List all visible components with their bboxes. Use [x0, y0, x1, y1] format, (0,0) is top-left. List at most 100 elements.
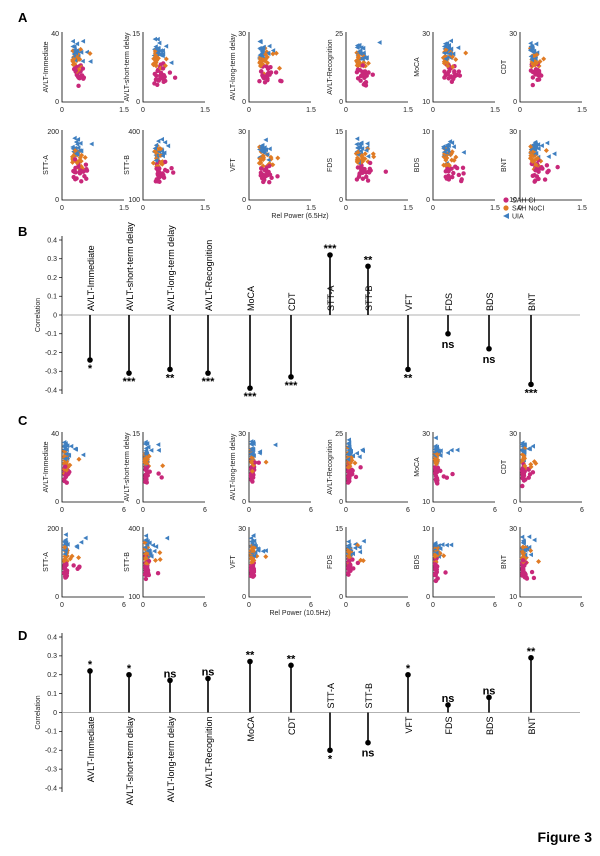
significance-mark: ** [166, 372, 175, 384]
point [530, 46, 535, 51]
axes [61, 432, 124, 503]
point [350, 468, 355, 473]
point [150, 160, 156, 166]
category-label: AVLT-long-term delay [166, 225, 176, 311]
point [146, 571, 151, 576]
point [463, 50, 469, 56]
point [76, 83, 81, 89]
point [533, 178, 538, 183]
point [265, 77, 270, 83]
x-tick-max: 6 [406, 602, 410, 609]
point [542, 177, 548, 182]
figure-title: Figure 3 [538, 829, 593, 845]
point [528, 40, 533, 46]
point [520, 457, 526, 463]
point [432, 562, 438, 567]
point [544, 140, 550, 146]
point [261, 44, 266, 50]
point [143, 450, 149, 455]
point [536, 146, 541, 152]
significance-mark: *** [202, 376, 216, 388]
point [531, 575, 537, 581]
point [527, 446, 532, 452]
point [63, 532, 68, 538]
point [255, 547, 261, 553]
lollipop-bds: ns BDS [483, 685, 496, 735]
point [359, 146, 365, 151]
point [447, 139, 453, 144]
point [160, 66, 166, 71]
significance-mark: * [406, 663, 411, 675]
scatter-points [150, 36, 178, 88]
legend-marker-sah-noci [503, 205, 509, 211]
point [370, 72, 375, 77]
axes [432, 130, 495, 201]
scatter-fds: FDS 15 00 6 [327, 526, 410, 609]
point [530, 443, 535, 449]
point [354, 177, 360, 182]
lollipop-avlt-immediate: * AVLT-Immediate [86, 245, 96, 375]
stem-dot [167, 677, 173, 684]
point [257, 39, 262, 44]
point [257, 156, 263, 162]
point [360, 558, 366, 564]
stem-dot [327, 252, 333, 258]
x-tick-max: 6 [493, 507, 497, 514]
point [539, 143, 544, 148]
x-tick-max: 1.5 [119, 205, 129, 212]
point [158, 171, 163, 176]
stem-dot [327, 747, 333, 754]
axes [432, 432, 495, 503]
y-tick-bottom: 10 [509, 197, 517, 204]
category-label: BDS [485, 292, 495, 311]
x-tick-min: 0 [344, 507, 348, 514]
point [65, 443, 70, 449]
point [76, 56, 82, 62]
scatter-stt-a: STT-A 200 00 6 [43, 526, 126, 609]
x-tick-min: 0 [60, 507, 64, 514]
point [264, 54, 270, 60]
y-tick-label: 0.3 [47, 653, 57, 660]
axes [345, 130, 408, 201]
point [144, 541, 150, 547]
category-label: MoCA [246, 286, 256, 311]
point [75, 74, 81, 79]
point [527, 472, 533, 477]
category-label: FDS [444, 717, 454, 735]
category-label: AVLT-short-term delay [125, 222, 135, 311]
significance-mark: *** [244, 391, 258, 403]
point [263, 459, 269, 465]
legend-marker-uia [503, 213, 509, 219]
stem-dot [486, 694, 492, 701]
point [261, 75, 267, 81]
point [453, 57, 459, 63]
scatter-avlt-short-term-delay: AVLT-short-term delay 15 00 6 [124, 431, 207, 514]
point [435, 465, 441, 471]
point [259, 58, 265, 64]
point [258, 47, 263, 52]
lollipop-avlt-recognition: *** AVLT-Recognition [202, 240, 216, 388]
point [259, 166, 264, 171]
x-tick-max: 1.5 [306, 107, 316, 114]
scatter-points [441, 139, 466, 184]
point [143, 564, 148, 570]
significance-mark: ns [164, 668, 177, 680]
y-tick-top: 30 [422, 31, 430, 38]
point [345, 464, 351, 470]
point [353, 474, 359, 480]
point [346, 539, 351, 544]
scatter-points [150, 136, 176, 184]
scatter-stt-a: STT-A 200 00 1.5 [43, 129, 129, 212]
point [452, 69, 457, 74]
point [74, 543, 79, 549]
point [460, 165, 466, 171]
point [528, 461, 534, 467]
point [529, 152, 535, 158]
y-tick-top: 30 [238, 526, 246, 533]
point [171, 170, 176, 175]
lollipop-bds: ns BDS [483, 292, 496, 365]
point [364, 174, 369, 180]
point [355, 560, 361, 566]
